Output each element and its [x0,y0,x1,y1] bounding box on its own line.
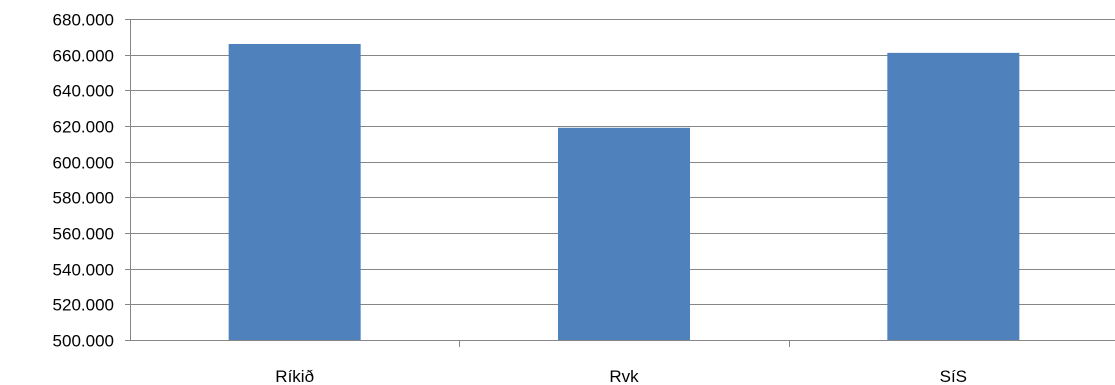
x-category-label: Rvk [609,367,639,385]
y-tick-label: 600.000 [53,154,114,173]
axes [125,19,1115,347]
y-tick-label: 660.000 [53,47,114,66]
x-category-label: Ríkið [275,367,314,385]
y-tick-label: 680.000 [53,11,114,30]
bar [887,52,1020,341]
y-tick-label: 500.000 [53,332,114,351]
bar [558,127,690,341]
x-axis-category-labels: Ríkið Rvk SíS [275,367,967,385]
y-tick-label: 540.000 [53,261,114,280]
bars [228,43,1020,341]
bar [228,43,361,340]
y-tick-label: 580.000 [53,189,114,208]
y-tick-label: 620.000 [53,118,114,137]
y-tick-label: 640.000 [53,82,114,101]
y-tick-label: 520.000 [53,296,114,315]
x-category-label: SíS [940,367,967,385]
y-axis-tick-labels: 500.000 520.000 540.000 560.000 580.000 600.0… [53,11,114,351]
y-tick-label: 560.000 [53,225,114,244]
